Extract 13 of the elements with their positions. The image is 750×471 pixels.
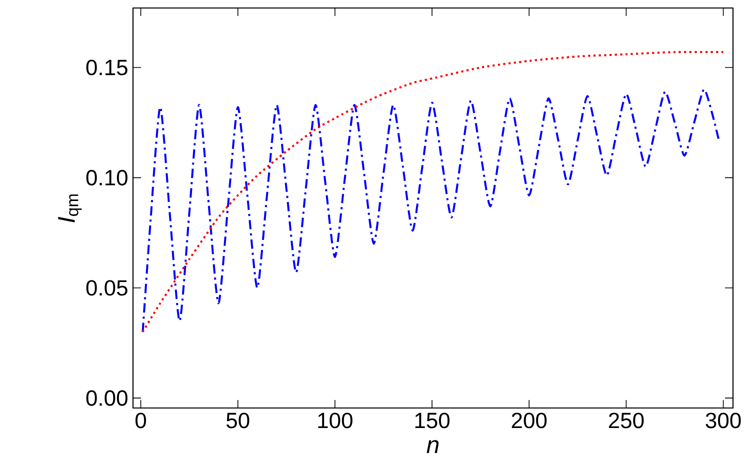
x-axis-title: n bbox=[426, 440, 439, 453]
y-tick-label: 0.10 bbox=[86, 170, 128, 186]
x-tick-label: 100 bbox=[318, 412, 352, 428]
x-tick-label: 150 bbox=[415, 412, 450, 428]
y-tick-label: 0.00 bbox=[86, 390, 128, 406]
y-tick-label: 0.15 bbox=[86, 60, 128, 76]
x-tick-label: 200 bbox=[512, 412, 547, 428]
y-axis-title: I$_{qm}$ bbox=[58, 194, 82, 222]
x-tick-label: 0 bbox=[136, 412, 146, 428]
x-tick-label: 300 bbox=[706, 412, 741, 428]
x-tick-label: 250 bbox=[608, 412, 644, 428]
x-tick-label: 50 bbox=[226, 412, 250, 428]
y-tick-label: 0.05 bbox=[86, 280, 128, 296]
